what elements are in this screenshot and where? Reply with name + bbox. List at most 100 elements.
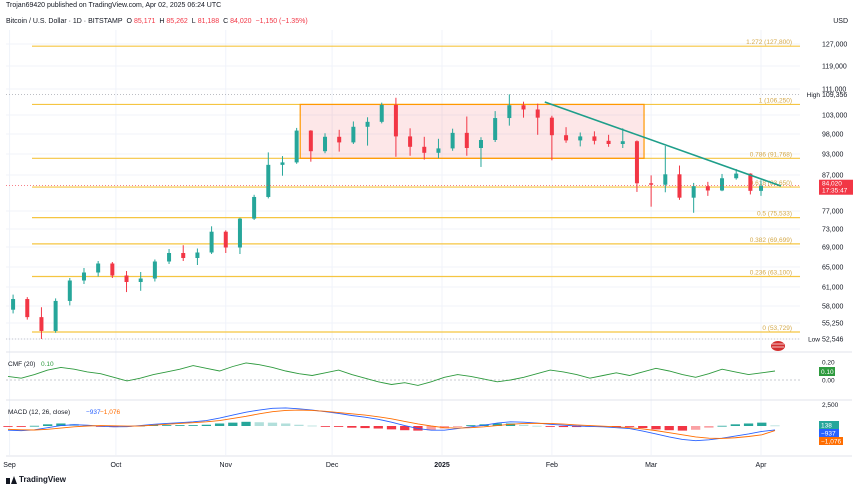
candle-body xyxy=(479,140,483,148)
candle-body xyxy=(663,174,667,184)
candle-body xyxy=(110,264,114,276)
high-value: 109,356 xyxy=(822,92,847,99)
grid-lines xyxy=(6,30,852,456)
candle-body xyxy=(39,317,43,331)
candle-body xyxy=(380,105,384,122)
candle-body xyxy=(493,118,497,140)
time-tick-label: 2025 xyxy=(434,462,450,469)
fib-label: 1 (106,250) xyxy=(759,97,792,104)
candle-body xyxy=(408,136,412,146)
countdown: 17:35:47 xyxy=(822,188,848,195)
candle-body xyxy=(25,299,29,317)
macd-pane: MACD (12, 26, close) −937 −1,0762,500138−9… xyxy=(3,402,843,446)
candle-body xyxy=(564,135,568,140)
flag-icon-shape xyxy=(771,341,785,351)
cmf-last-value: 0.10 xyxy=(821,369,834,376)
tradingview-logo-icon xyxy=(6,476,16,484)
candle-body xyxy=(224,232,228,248)
price-tick-label: 61,000 xyxy=(822,285,844,292)
macd-histogram-bar xyxy=(17,426,26,427)
candle-body xyxy=(578,136,582,140)
price-axis[interactable]: 127,000 119,000 111,000 103,000 98,000 93,000… xyxy=(807,42,853,344)
candle-body xyxy=(266,165,270,197)
candle-body xyxy=(238,219,242,248)
high-label: High xyxy=(807,92,821,99)
candle-body xyxy=(252,197,256,219)
macd-tick-label: 138 xyxy=(821,423,832,430)
candle-body xyxy=(68,281,72,301)
candle-body xyxy=(210,232,214,253)
time-tick-label: Dec xyxy=(326,462,339,469)
price-tick-label: 87,000 xyxy=(822,173,844,180)
candle-body xyxy=(635,141,639,183)
brand-name: TradingView xyxy=(19,475,66,484)
macd-histogram-bar xyxy=(757,423,766,426)
macd-histogram-bar xyxy=(466,425,475,426)
candle-body xyxy=(125,276,129,283)
macd-histogram-bar xyxy=(744,423,753,426)
candle-body xyxy=(11,299,15,310)
price-tick-label: 103,000 xyxy=(822,113,847,120)
signal-line xyxy=(8,410,775,438)
macd-histogram-bar xyxy=(704,426,713,428)
candle-body xyxy=(96,264,100,273)
macd-histogram-bar xyxy=(241,422,250,426)
candle-body xyxy=(280,162,284,164)
price-tick-label: 69,000 xyxy=(822,245,844,252)
candle-body xyxy=(54,301,58,331)
candle-body xyxy=(759,186,763,191)
macd-histogram-bar xyxy=(717,426,726,427)
candle-body xyxy=(734,174,738,179)
price-tick-label: 65,000 xyxy=(822,265,844,272)
fib-label: 0.5 (75,533) xyxy=(757,211,792,218)
macd-histogram-bar xyxy=(308,426,317,427)
candle-body xyxy=(649,183,653,184)
macd-histogram-bar xyxy=(532,426,541,427)
macd-line xyxy=(8,408,775,441)
candle-body xyxy=(295,131,299,163)
macd-histogram-bar xyxy=(691,426,700,430)
last-price-value: 84,020 xyxy=(822,181,842,188)
price-tick-label: 119,000 xyxy=(822,64,847,71)
candle-body xyxy=(706,186,710,190)
candle-body xyxy=(309,131,313,152)
cmf-pane: CMF (20)0.100.200.100.000.10 xyxy=(6,360,835,386)
macd-histogram-bar xyxy=(651,426,660,429)
macd-histogram-bar xyxy=(30,426,39,427)
candle-body xyxy=(507,105,511,118)
candle-body xyxy=(607,141,611,144)
time-tick-label: Mar xyxy=(645,462,658,469)
macd-histogram-bar xyxy=(625,426,634,427)
macd-histogram-bar xyxy=(546,426,555,427)
candle-body xyxy=(167,253,171,262)
macd-label: MACD (12, 26, close) xyxy=(8,409,70,416)
macd-value: −937 xyxy=(86,409,101,416)
macd-histogram-bar xyxy=(175,425,184,426)
macd-histogram-bar xyxy=(731,424,740,426)
candle-body xyxy=(323,137,327,151)
candle-body xyxy=(522,105,526,109)
macd-histogram-bar xyxy=(228,423,237,426)
macd-histogram-bar xyxy=(162,425,171,426)
candle-body xyxy=(436,148,440,152)
macd-histogram-bar xyxy=(770,425,779,426)
time-tick-label: Apr xyxy=(756,462,768,469)
brand[interactable]: TradingView xyxy=(6,475,66,484)
macd-tick-label: −1,076 xyxy=(821,439,841,446)
macd-histogram-bar xyxy=(519,425,528,426)
candle-body xyxy=(153,262,157,279)
cmf-label: CMF (20) xyxy=(8,361,35,368)
candle-body xyxy=(82,273,86,281)
price-tick-label: 58,000 xyxy=(822,304,844,311)
low-value: 52,546 xyxy=(822,337,844,344)
time-axis[interactable]: Sep Oct Nov Dec 2025 Feb Mar Apr xyxy=(3,462,767,469)
cmf-tick-label: 0.20 xyxy=(822,360,835,367)
price-tick-label: 55,250 xyxy=(822,321,844,328)
macd-histogram-bar xyxy=(374,426,383,429)
candle-body xyxy=(592,136,596,140)
fib-label: 0.236 (63,100) xyxy=(750,270,792,277)
low-label: Low xyxy=(808,337,820,344)
candle-body xyxy=(536,109,540,117)
